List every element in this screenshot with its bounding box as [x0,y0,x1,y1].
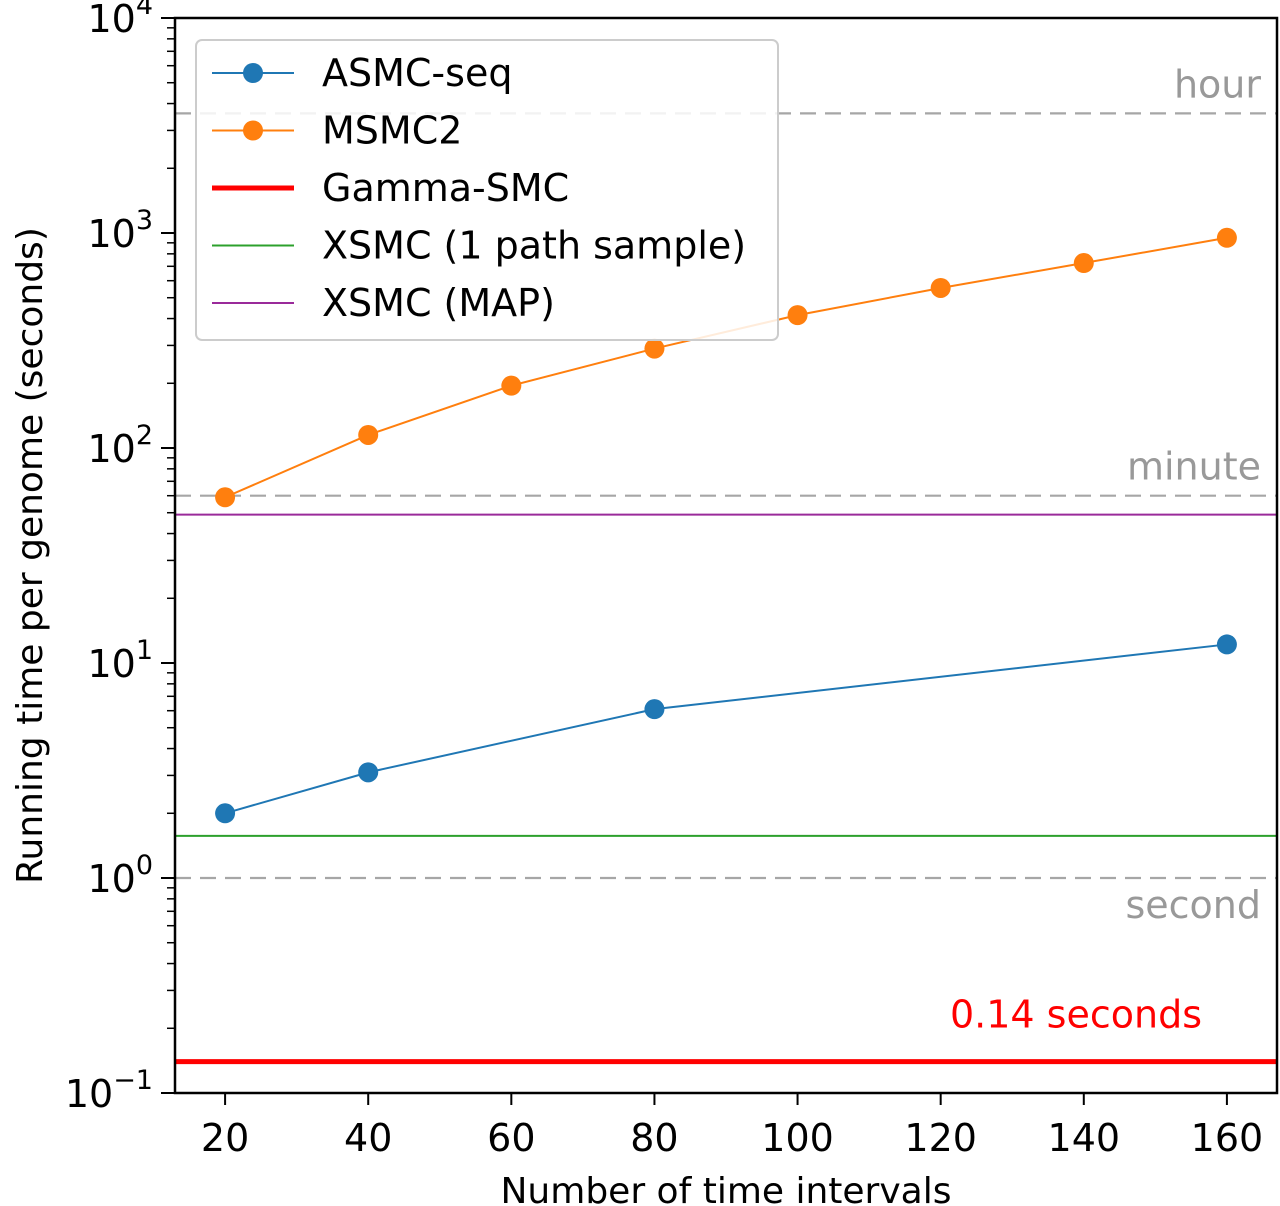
data-point-asmc-seq-80 [644,699,665,720]
legend-marker-msmc2 [243,120,263,141]
data-point-asmc-seq-160 [1216,634,1237,655]
plot-area-frame [173,16,1279,1095]
legend-label-gamma-smc: Gamma-SMC [322,166,569,210]
x-tick-label: 40 [344,1116,392,1160]
reference-label-second: second [1125,883,1261,927]
y-tick-label: 103 [87,205,153,256]
legend-marker-asmc-seq [243,63,263,83]
x-tick-label: 120 [904,1116,977,1160]
legend-label-asmc-seq: ASMC-seq [322,51,512,95]
x-tick-label: 140 [1048,1116,1121,1160]
constant-series [175,513,1277,1065]
y-tick-label: 102 [87,420,153,471]
annotations: 0.14 seconds [950,993,1202,1037]
data-point-msmc2-100 [787,305,808,326]
reference-label-minute: minute [1127,445,1261,489]
data-point-msmc2-120 [930,277,951,298]
data-point-msmc2-20 [215,487,236,508]
y-tick-label: 10−1 [65,1065,153,1116]
data-point-msmc2-140 [1073,253,1094,274]
annotation-label: 0.14 seconds [950,993,1202,1037]
y-axis-title: Running time per genome (seconds) [10,227,51,884]
data-series [215,227,1237,824]
y-tick-label: 101 [87,635,153,686]
data-point-msmc2-40 [358,424,379,445]
y-tick-label: 100 [87,850,153,901]
x-tick-label: 20 [201,1116,249,1160]
x-tick-label: 160 [1191,1116,1264,1160]
data-point-asmc-seq-40 [358,762,379,783]
data-point-msmc2-80 [644,338,665,359]
data-point-msmc2-60 [501,375,522,396]
legend-label-msmc2: MSMC2 [322,109,462,153]
x-axis-ticks: 20 40 60 80 100 120 140 160 [201,1093,1263,1160]
legend-box [195,39,779,341]
y-axis-ticks: 10−1 100 101 102 103 104 [65,0,175,1116]
x-tick-label: 100 [761,1116,834,1160]
series-line-asmc-seq [224,643,1228,815]
y-tick-label: 104 [87,0,153,41]
x-tick-label: 60 [487,1116,535,1160]
data-point-asmc-seq-20 [215,803,236,824]
x-tick-label: 80 [630,1116,678,1160]
reference-label-hour: hour [1174,62,1261,106]
legend: ASMC-seq MSMC2 Gamma-SMC XSMC (1 path sampl… [195,39,779,341]
x-axis-title: Number of time intervals [501,1171,952,1206]
data-point-msmc2-160 [1216,227,1237,248]
reference-lines: hour minute second [175,62,1277,927]
legend-label-xsmc-1-path-sample-: XSMC (1 path sample) [322,224,746,268]
legend-label-xsmc-map-: XSMC (MAP) [322,281,555,325]
